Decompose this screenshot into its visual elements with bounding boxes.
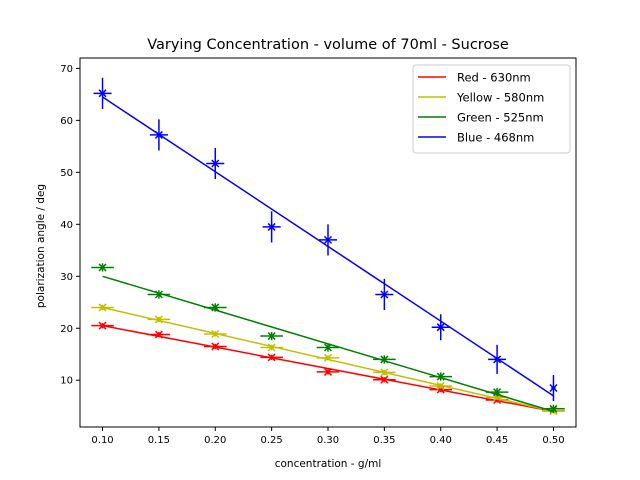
y-axis: 10 20 30 40 50 60 70 — [60, 64, 80, 387]
data-point — [380, 290, 389, 299]
data-point — [436, 323, 445, 332]
data-point — [267, 222, 276, 231]
data-point — [267, 343, 276, 352]
x-tick-label: 0.10 — [91, 435, 113, 446]
x-tick-label: 0.25 — [261, 435, 283, 446]
data-point — [267, 332, 276, 341]
data-point — [380, 368, 389, 377]
series-blue — [93, 77, 558, 402]
x-tick-label: 0.20 — [204, 435, 226, 446]
y-tick-label: 30 — [60, 272, 73, 283]
data-point — [98, 263, 107, 272]
y-tick-label: 60 — [60, 116, 73, 127]
y-tick-label: 10 — [60, 376, 73, 387]
legend: Red - 630nm Yellow - 580nm Green - 525nm Bl… — [412, 64, 571, 154]
legend-label: Yellow - 580nm — [456, 91, 544, 105]
legend-box — [412, 64, 571, 154]
data-point — [323, 367, 333, 376]
data-point — [323, 343, 333, 352]
data-point — [98, 89, 107, 98]
data-point — [436, 372, 445, 381]
data-point — [211, 329, 220, 339]
legend-label: Blue - 468nm — [457, 131, 534, 145]
y-tick-label: 70 — [60, 64, 73, 75]
data-point — [98, 321, 107, 330]
data-point — [493, 388, 502, 397]
data-point — [493, 355, 502, 364]
data-point — [211, 303, 220, 312]
y-tick-label: 40 — [60, 220, 73, 231]
data-point — [380, 355, 389, 364]
data-point — [436, 381, 445, 390]
series-green — [91, 263, 565, 413]
x-axis: 0.10 0.15 0.20 0.25 0.30 0.35 0.40 0.45 0.50 — [91, 427, 565, 446]
data-point — [549, 404, 558, 413]
data-point — [380, 375, 389, 384]
x-tick-label: 0.50 — [542, 435, 564, 446]
data-point — [154, 315, 163, 324]
x-axis-title: concentration - g/ml — [275, 458, 382, 470]
legend-label: Green - 525nm — [457, 111, 544, 125]
data-point — [267, 353, 276, 362]
data-point — [98, 303, 107, 312]
y-tick-label: 20 — [60, 324, 73, 335]
legend-label: Red - 630nm — [457, 71, 531, 85]
x-tick-label: 0.15 — [148, 435, 170, 446]
data-point — [154, 130, 163, 139]
x-tick-label: 0.40 — [430, 435, 452, 446]
data-point — [211, 159, 220, 168]
data-point — [211, 342, 220, 351]
y-tick-label: 50 — [60, 168, 73, 179]
x-tick-label: 0.35 — [373, 435, 395, 446]
x-tick-label: 0.45 — [486, 435, 508, 446]
data-point — [323, 353, 333, 362]
data-point — [154, 330, 163, 339]
data-point — [549, 383, 558, 393]
x-tick-label: 0.30 — [317, 435, 339, 446]
plot-area — [91, 77, 565, 415]
fit-line — [102, 324, 554, 413]
y-axis-title: polarization angle / deg — [35, 184, 47, 308]
chart-title: Varying Concentration - volume of 70ml -… — [147, 37, 509, 53]
data-point — [154, 290, 163, 299]
data-point — [323, 235, 333, 244]
